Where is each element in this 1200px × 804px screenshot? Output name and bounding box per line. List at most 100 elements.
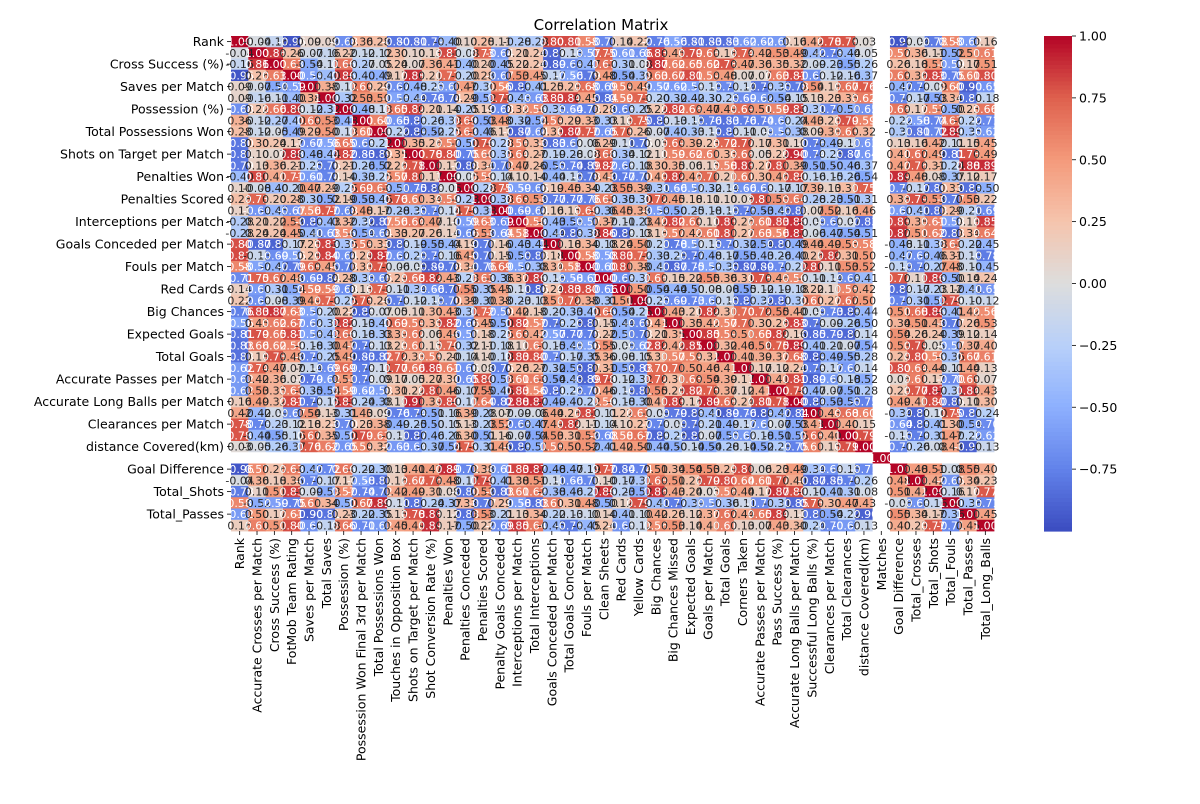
heatmap-cell	[577, 452, 596, 464]
cell-annotation: 0.67	[661, 69, 686, 82]
heatmap-cell	[283, 249, 301, 262]
colorbar-segment	[1044, 159, 1072, 165]
heatmap-cell	[803, 216, 821, 228]
heatmap-cell	[733, 159, 752, 172]
heatmap-cell	[612, 148, 631, 161]
heatmap-cell	[577, 351, 596, 363]
heatmap-cell	[976, 328, 995, 341]
heatmap-cell	[733, 508, 752, 521]
heatmap-cell	[231, 171, 249, 183]
heatmap-cell	[577, 396, 596, 408]
heatmap-cell	[733, 126, 752, 138]
colorbar-segment	[1044, 407, 1072, 412]
cell-annotation: -0.25	[416, 81, 444, 94]
heatmap-cell	[265, 171, 284, 183]
heatmap-cell	[473, 396, 492, 408]
heatmap-cell	[525, 306, 544, 318]
heatmap-cell	[837, 407, 856, 419]
heatmap-cell	[941, 384, 960, 397]
heatmap-cell	[699, 216, 717, 228]
heatmap-cell	[283, 114, 301, 127]
heatmap-cell	[889, 294, 908, 307]
heatmap-cell	[352, 463, 371, 476]
heatmap-cell	[439, 171, 457, 183]
cell-annotation: -0.80	[382, 36, 410, 49]
x-tick-label: Successful Long Balls (%)	[804, 538, 819, 698]
heatmap-cell	[768, 182, 787, 194]
heatmap-cell	[456, 69, 475, 82]
heatmap-cell	[872, 452, 891, 464]
heatmap-cell	[231, 328, 249, 341]
heatmap-cell	[248, 159, 267, 172]
heatmap-cell	[456, 193, 475, 206]
heatmap-cell	[508, 486, 527, 498]
heatmap-cell	[560, 204, 579, 217]
heatmap-cell	[629, 519, 648, 532]
heatmap-cell	[543, 92, 561, 104]
cell-annotation: 0.60	[938, 81, 963, 94]
heatmap-cell	[907, 148, 926, 161]
heatmap-cell	[768, 249, 787, 262]
heatmap-cell	[629, 486, 648, 498]
cell-annotation: -0.11	[312, 58, 340, 71]
heatmap-cell	[439, 418, 457, 431]
heatmap-cell	[907, 463, 926, 476]
heatmap-cell	[941, 47, 960, 59]
heatmap-cell	[768, 373, 787, 386]
heatmap-cell	[716, 429, 735, 442]
colorbar-segment	[1044, 201, 1072, 206]
heatmap-cell	[352, 441, 371, 453]
heatmap-cell	[768, 272, 787, 284]
heatmap-cell	[421, 328, 440, 341]
heatmap-cell	[404, 396, 423, 408]
heatmap-cell	[491, 418, 509, 431]
heatmap-cell	[907, 272, 926, 284]
heatmap-cell	[959, 36, 978, 48]
heatmap-cell	[456, 171, 475, 183]
heatmap-cell	[543, 396, 561, 408]
heatmap-cell	[647, 418, 665, 431]
heatmap-cell	[959, 47, 978, 59]
y-tick-label: Total_Shots	[153, 484, 224, 499]
heatmap-cell	[525, 317, 544, 329]
heatmap-cell	[560, 519, 579, 532]
heatmap-cell	[317, 463, 336, 476]
heatmap-cell	[283, 486, 301, 498]
heatmap-cell	[265, 396, 284, 408]
heatmap-cell	[231, 227, 249, 239]
heatmap-cell	[265, 92, 284, 104]
heatmap-cell	[473, 193, 492, 206]
cell-annotation: 0.14	[609, 36, 634, 49]
heatmap-cell	[855, 497, 874, 509]
heatmap-cell	[647, 182, 665, 194]
heatmap-cell	[647, 317, 665, 329]
heatmap-cell	[733, 283, 752, 296]
heatmap-cell	[473, 137, 492, 149]
heatmap-cell	[785, 249, 804, 262]
heatmap-cell	[491, 182, 509, 194]
heatmap-cell	[872, 114, 891, 127]
heatmap-cell	[352, 272, 371, 284]
heatmap-cell	[248, 227, 267, 239]
heatmap-cell	[439, 508, 457, 521]
heatmap-cell	[855, 47, 874, 59]
colorbar-segment	[1044, 390, 1072, 396]
heatmap-cell	[421, 486, 440, 498]
heatmap-cell	[560, 159, 579, 172]
heatmap-cell	[785, 519, 804, 532]
heatmap-cell	[439, 373, 457, 386]
heatmap-cell	[577, 463, 596, 476]
colorbar-segment	[1044, 242, 1072, 247]
heatmap-cell	[439, 204, 457, 217]
heatmap-cell	[716, 182, 735, 194]
heatmap-cell	[387, 114, 405, 127]
heatmap-cell	[369, 238, 388, 251]
heatmap-cell	[352, 92, 371, 104]
heatmap-cell	[473, 362, 492, 374]
heatmap-cell	[664, 317, 683, 329]
cell-annotation: -0.08	[451, 47, 479, 60]
heatmap-cell	[248, 283, 267, 296]
heatmap-cell	[265, 69, 284, 82]
heatmap-cell	[803, 351, 821, 363]
